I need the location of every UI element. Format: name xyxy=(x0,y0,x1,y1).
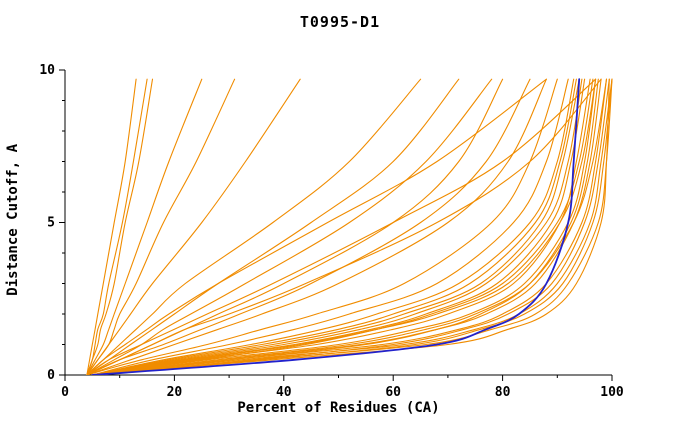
svg-text:80: 80 xyxy=(495,385,511,400)
svg-text:100: 100 xyxy=(600,385,624,400)
svg-text:0: 0 xyxy=(47,368,55,383)
svg-text:0: 0 xyxy=(61,385,69,400)
svg-text:40: 40 xyxy=(276,385,292,400)
svg-text:20: 20 xyxy=(167,385,183,400)
chart-title: T0995-D1 xyxy=(299,13,381,31)
x-axis-label: Percent of Residues (CA) xyxy=(237,400,440,416)
svg-text:5: 5 xyxy=(47,216,55,231)
svg-text:60: 60 xyxy=(385,385,401,400)
svg-text:10: 10 xyxy=(39,63,55,78)
